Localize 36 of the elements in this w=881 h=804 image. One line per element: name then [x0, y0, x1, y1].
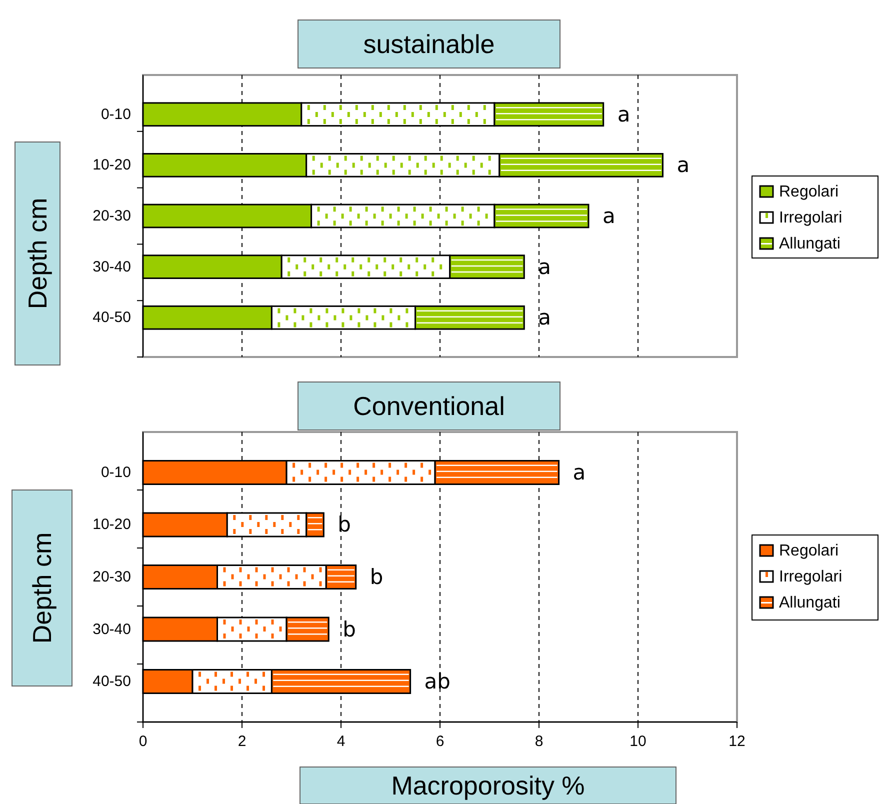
x-tick-label: 4 [336, 733, 346, 750]
x-tick-label: 10 [630, 733, 646, 750]
legend-label: Allungati [779, 594, 840, 612]
annotation: a [617, 102, 630, 126]
legend-label: Allungati [779, 236, 840, 252]
x-tick-label: 8 [534, 733, 544, 750]
annotation: a [538, 254, 552, 279]
y-tick-label: 30-40 [92, 258, 131, 276]
annotation: a [602, 204, 616, 228]
y-axis-title: Depth cm [22, 198, 52, 310]
y-tick-label: 40-50 [92, 673, 131, 690]
annotation: a [572, 460, 586, 484]
chart-title: sustainable [363, 29, 495, 59]
y-tick-label: 0-10 [100, 464, 131, 481]
x-tick-label: 2 [238, 733, 246, 750]
y-tick-label: 10-20 [92, 156, 131, 174]
x-axis-title: Macroporosity % [391, 770, 585, 800]
y-tick-label: 20-30 [92, 208, 131, 224]
y-tick-label: 0-10 [100, 106, 131, 123]
x-tick-label: 0 [138, 733, 148, 750]
x-tick-label: 12 [728, 733, 746, 750]
annotation: a [676, 153, 690, 178]
legend-label: Regolari [779, 542, 839, 560]
x-tick-label: 6 [436, 733, 444, 750]
annotation: a [538, 306, 552, 330]
y-tick-label: 30-40 [92, 620, 131, 638]
chart-title: Conventional [353, 391, 505, 421]
y-axis-title: Depth cm [27, 532, 57, 644]
legend-label: Irregolari [779, 568, 842, 586]
y-tick-label: 20-30 [92, 568, 131, 586]
y-tick-label: 40-50 [92, 309, 131, 326]
annotation: b [370, 565, 384, 589]
legend-label: Regolari [779, 184, 839, 200]
annotation: b [342, 617, 356, 642]
y-tick-label: 10-20 [92, 516, 131, 534]
legend-label: Irregolari [779, 210, 842, 226]
